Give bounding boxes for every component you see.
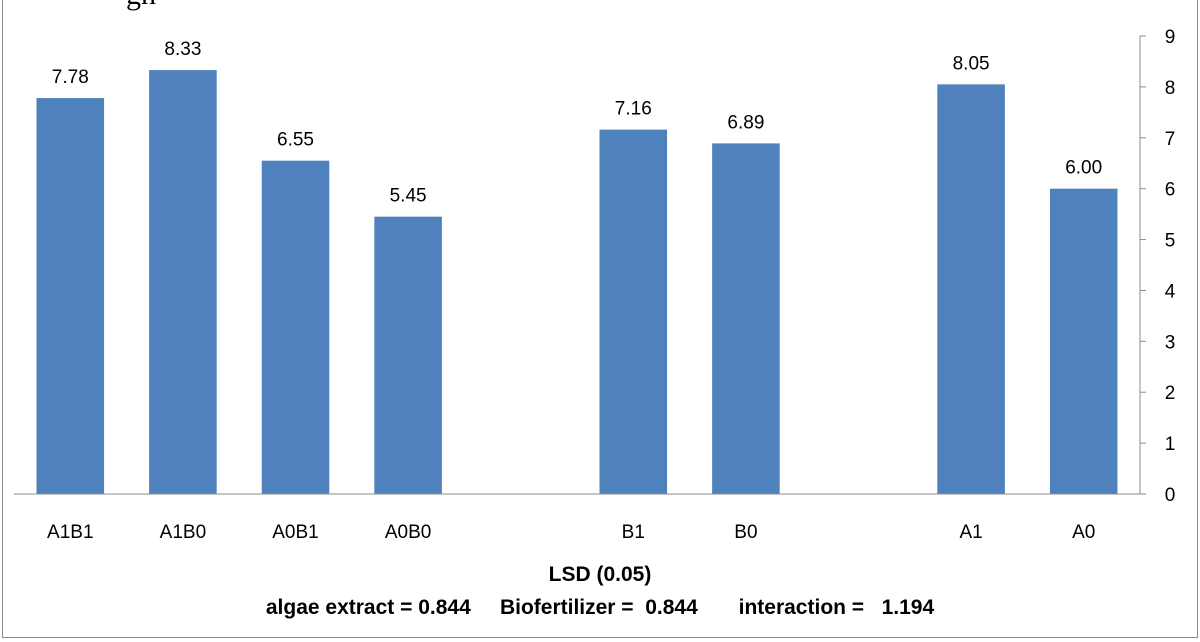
bar — [149, 70, 217, 495]
category-label: A0B1 — [272, 522, 318, 543]
bar — [712, 143, 780, 494]
y-tick-label: 5 — [1165, 231, 1176, 252]
bar — [599, 129, 668, 494]
category-label: A1 — [959, 522, 982, 543]
bar — [937, 84, 1005, 494]
bar — [1049, 188, 1118, 494]
data-label: 5.45 — [390, 186, 427, 207]
bar — [374, 216, 442, 494]
y-tick-label: 4 — [1165, 281, 1176, 302]
lsd-title: LSD (0.05) — [548, 563, 652, 586]
bar-chart: 7.788.336.555.457.166.898.056.00 A1B1 A1B… — [14, 27, 1176, 543]
bar — [261, 160, 330, 494]
y-tick-label: 8 — [1165, 78, 1176, 99]
data-label: 6.00 — [1065, 158, 1102, 179]
y-tick-label: 1 — [1165, 434, 1176, 455]
y-tick-label: 3 — [1165, 332, 1176, 353]
bars-group — [36, 70, 1118, 495]
data-label: 7.78 — [52, 67, 89, 88]
data-label: 6.55 — [277, 130, 314, 151]
chart-title-fragment: gh — [126, 0, 156, 12]
category-label: B0 — [734, 522, 757, 543]
data-label: 6.89 — [727, 112, 764, 133]
category-label: A0 — [1072, 522, 1095, 543]
data-labels-group: 7.78 8.33 6.55 5.45 7.16 6.89 8.05 6.00 — [52, 39, 1102, 207]
bar — [36, 98, 105, 494]
data-label: 8.05 — [953, 53, 990, 74]
lsd-values: algae extract = 0.844 Biofertilizer = 0.… — [265, 596, 935, 619]
category-labels-group: A1B1 A1B0 A0B1 A0B0 B1 B0 A1 A0 — [47, 522, 1095, 543]
category-label: A1B1 — [47, 522, 93, 543]
y-tick-label: 9 — [1165, 27, 1176, 48]
data-label: 8.33 — [164, 39, 201, 60]
category-label: B1 — [622, 522, 645, 543]
y-tick-label: 7 — [1165, 129, 1176, 150]
y-tick-label: 6 — [1165, 180, 1176, 201]
category-label: A0B0 — [385, 522, 431, 543]
data-label: 7.16 — [615, 99, 652, 120]
category-label: A1B0 — [160, 522, 206, 543]
y-tick-label: 0 — [1165, 485, 1176, 506]
y-axis: 0 1 2 3 4 5 6 7 8 9 — [1139, 27, 1176, 506]
y-tick-label: 2 — [1165, 383, 1176, 404]
